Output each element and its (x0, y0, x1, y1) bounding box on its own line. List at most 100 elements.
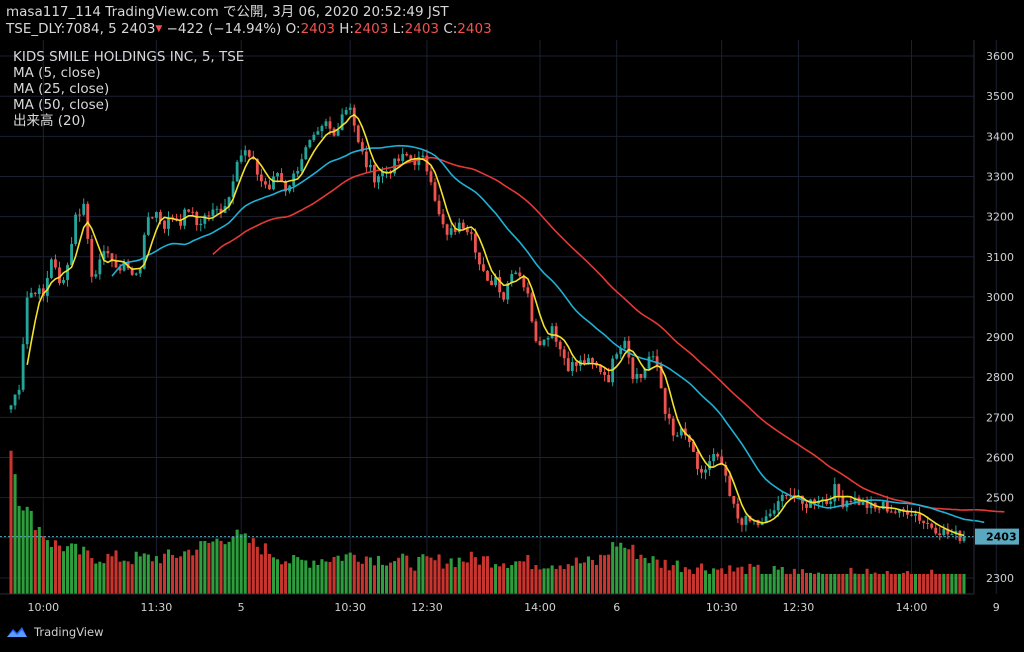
volume-bar (841, 573, 845, 594)
time-tick-label: 12:30 (783, 601, 815, 614)
candle-body (897, 508, 901, 513)
candle-body (150, 217, 154, 219)
candle-body (199, 223, 203, 226)
candle-body (45, 277, 49, 296)
volume-bar (453, 567, 457, 594)
volume-bar (380, 564, 385, 594)
candle-body (538, 341, 542, 346)
volume-bar (554, 568, 558, 594)
legend-ma25[interactable]: MA (25, close) (13, 81, 110, 97)
volume-bar (126, 561, 130, 594)
volume-bar (425, 556, 429, 594)
volume-bar (691, 573, 695, 594)
volume-bar (905, 571, 909, 594)
candle-body (877, 508, 881, 510)
volume-bar (514, 561, 518, 594)
volume-bar (53, 540, 57, 594)
candle-body (413, 158, 417, 165)
volume-bar (865, 568, 869, 594)
volume-bar (138, 556, 142, 594)
candle-body (768, 513, 772, 517)
volume-bar (324, 561, 328, 594)
volume-bar (744, 573, 748, 594)
volume-bar (74, 543, 78, 594)
candle-body (946, 528, 950, 535)
volume-bar (772, 566, 776, 594)
candle-body (591, 357, 594, 363)
legend-volume[interactable]: 出来高 (20) (13, 113, 86, 129)
candle-body (211, 209, 215, 216)
candle-body (926, 522, 930, 524)
candle-body (760, 522, 764, 526)
time-axis[interactable]: 10:00 11:30 5 10:30 12:30 14:00 6 10:30 12:30 14:… (27, 601, 999, 614)
candle-body (797, 495, 800, 499)
legend-ma5[interactable]: MA (5, close) (13, 65, 101, 81)
volume-bar (401, 553, 405, 594)
volume-bar (566, 564, 570, 594)
volume-bar (461, 561, 465, 594)
candle-body (635, 374, 639, 379)
candle-body (744, 516, 748, 525)
volume-bar (659, 567, 663, 594)
volume-bar (695, 567, 700, 594)
volume-bar (732, 571, 736, 594)
candle-body (728, 475, 732, 497)
price-candles (9, 103, 966, 544)
volume-bar (829, 573, 833, 594)
candle-body (300, 159, 304, 171)
price-tick-label: 2300 (986, 572, 1014, 585)
volume-bar (800, 569, 804, 594)
volume-bar (409, 567, 413, 594)
chart-grid (0, 40, 997, 594)
volume-bar (376, 555, 381, 594)
candle-body (837, 484, 841, 496)
candle-body (675, 435, 679, 437)
legend-ma50[interactable]: MA (50, close) (13, 97, 110, 113)
candle-body (142, 234, 146, 269)
candle-body (272, 176, 275, 190)
volume-bar (441, 568, 445, 594)
candle-body (922, 520, 926, 523)
candle-body (54, 259, 57, 268)
candle-body (704, 469, 707, 473)
candle-body (502, 292, 506, 300)
volume-bar (179, 556, 183, 594)
volume-bar (368, 557, 372, 594)
volume-bar (825, 573, 829, 594)
volume-bar (558, 565, 562, 594)
volume-bar (821, 573, 825, 594)
tradingview-logo[interactable]: TradingView (6, 625, 103, 639)
candle-body (861, 500, 865, 505)
volume-bar (510, 564, 514, 594)
volume-bar (582, 562, 586, 594)
candle-body (784, 494, 788, 496)
candle-body (421, 155, 425, 157)
volume-bar (308, 567, 312, 594)
ohlc-header: TSE_DLY:7084, 5 2403▼ −422 (−14.94%) O:2… (6, 21, 492, 37)
volume-bar (817, 572, 821, 594)
candle-body (724, 464, 728, 476)
volume-bar (901, 572, 905, 594)
volume-bar (756, 564, 760, 594)
price-tick-label: 2600 (986, 452, 1014, 465)
volume-bar (918, 573, 922, 594)
volume-bar (679, 572, 683, 594)
volume-bar (833, 573, 837, 594)
volume-bar (215, 538, 219, 594)
price-axis[interactable]: 2300240025002600270028002900300031003200… (986, 50, 1014, 585)
volume-bar (639, 554, 643, 594)
candle-body (562, 349, 566, 359)
volume-bar (336, 555, 340, 594)
volume-bar (853, 573, 857, 594)
ma25-line (111, 144, 985, 524)
candle-body (187, 209, 191, 212)
close-label: C: (443, 21, 458, 37)
candle-body (397, 158, 401, 161)
volume-bar (909, 573, 914, 594)
candle-body (98, 259, 102, 275)
candle-body (776, 501, 780, 511)
candle-body (401, 153, 405, 161)
volume-bar (950, 573, 954, 594)
candle-body (659, 364, 663, 389)
